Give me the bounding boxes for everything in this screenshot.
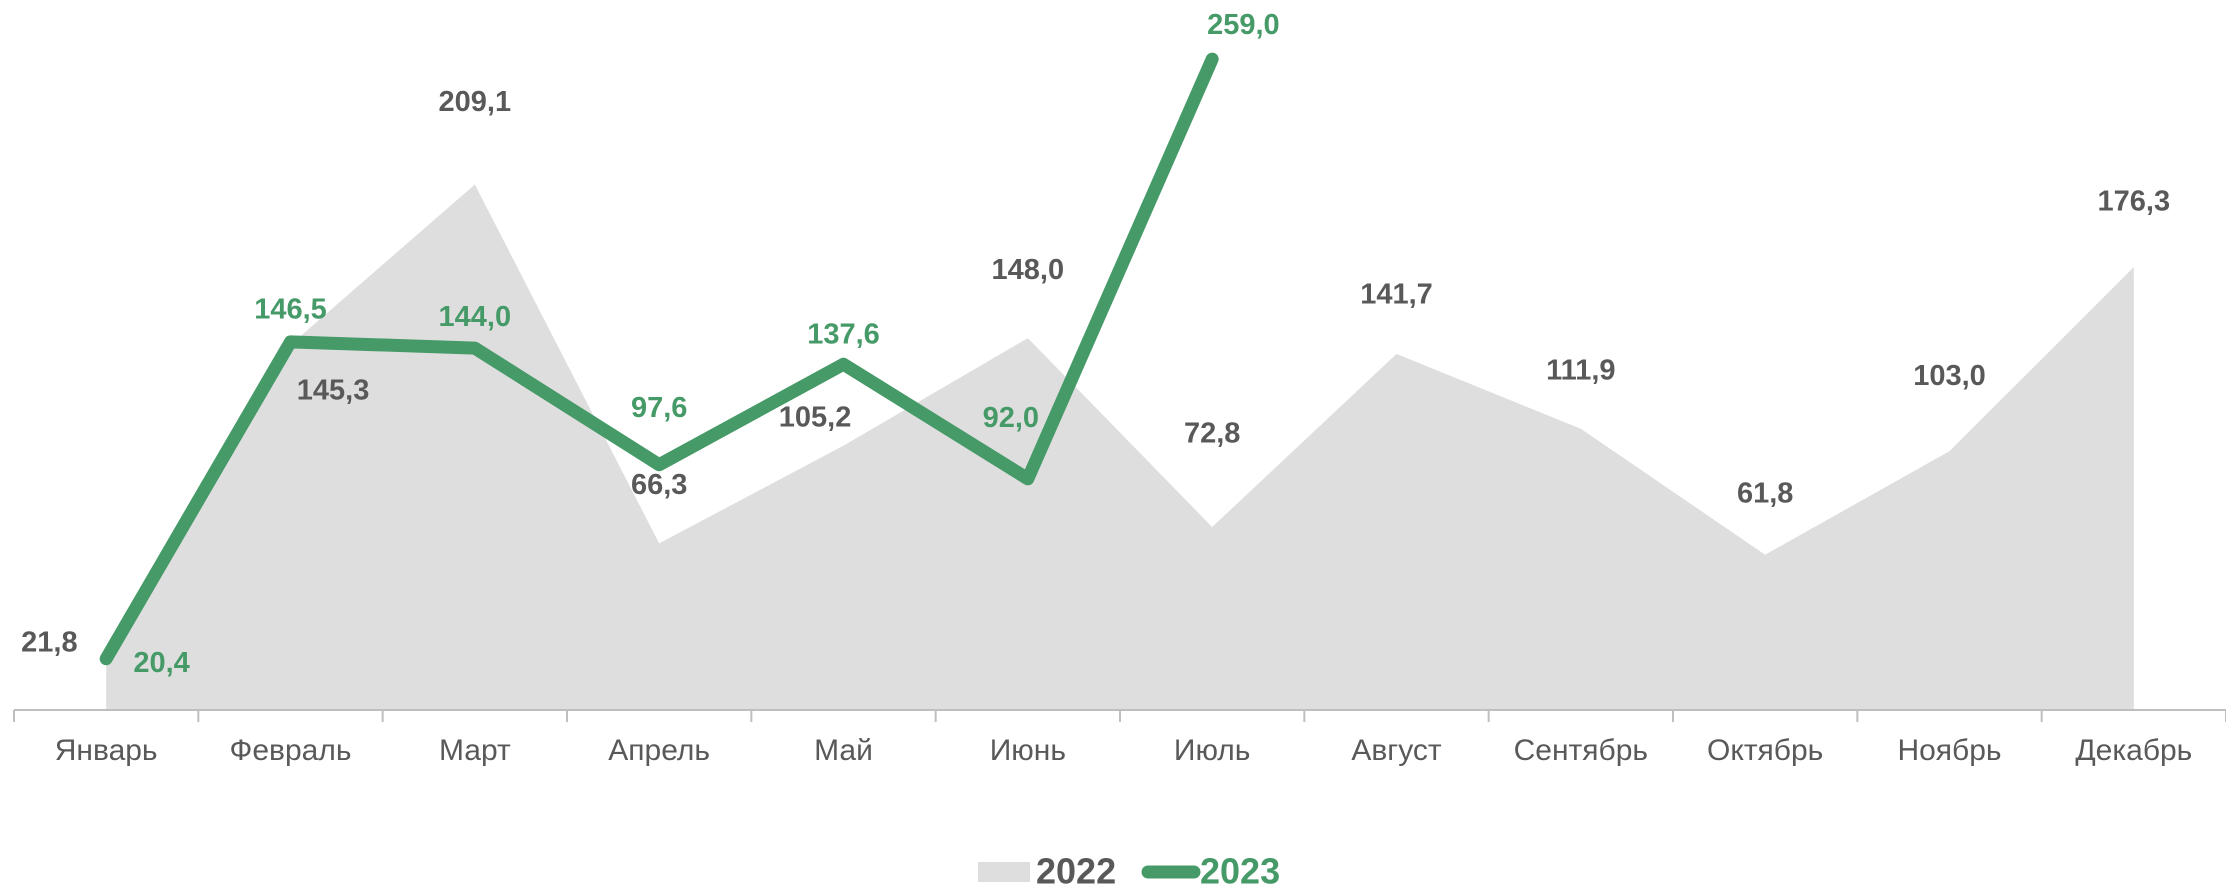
data-label: 209,1: [439, 86, 512, 118]
data-label: 146,5: [254, 293, 327, 325]
data-label: 97,6: [631, 392, 687, 424]
legend-swatch: [978, 862, 1030, 882]
data-label: 21,8: [21, 627, 77, 659]
data-label: 176,3: [2098, 186, 2171, 218]
data-label: 20,4: [133, 647, 189, 679]
legend-label: 2022: [1036, 851, 1116, 887]
data-label: 61,8: [1737, 478, 1793, 510]
data-label: 72,8: [1184, 417, 1240, 449]
x-tick-label: Август: [1351, 734, 1442, 767]
data-label: 66,3: [631, 469, 687, 501]
x-tick-label: Декабрь: [2075, 734, 2192, 767]
data-label: 259,0: [1207, 9, 1280, 41]
legend-label: 2023: [1200, 851, 1280, 887]
x-tick-label: Февраль: [230, 734, 352, 767]
x-tick-label: Сентябрь: [1514, 734, 1648, 767]
x-tick-label: Июль: [1174, 734, 1251, 767]
x-tick-label: Апрель: [608, 734, 710, 767]
x-tick-label: Март: [439, 734, 511, 767]
x-tick-label: Октябрь: [1707, 734, 1823, 767]
data-label: 148,0: [992, 254, 1065, 286]
x-tick-label: Июнь: [990, 734, 1066, 767]
x-tick-label: Май: [814, 734, 873, 767]
data-label: 111,9: [1546, 355, 1615, 387]
data-label: 141,7: [1360, 278, 1433, 310]
line: [99, 52, 1219, 666]
data-label: 144,0: [439, 301, 512, 333]
data-label: 105,2: [779, 401, 852, 433]
x-tick-label: Январь: [55, 734, 158, 767]
data-label: 137,6: [807, 318, 880, 350]
data-label: 103,0: [1913, 360, 1986, 392]
area: [106, 184, 2134, 711]
data-label: 92,0: [983, 402, 1039, 434]
x-tick-label: Ноябрь: [1897, 734, 2001, 767]
data-label: 145,3: [297, 374, 370, 406]
